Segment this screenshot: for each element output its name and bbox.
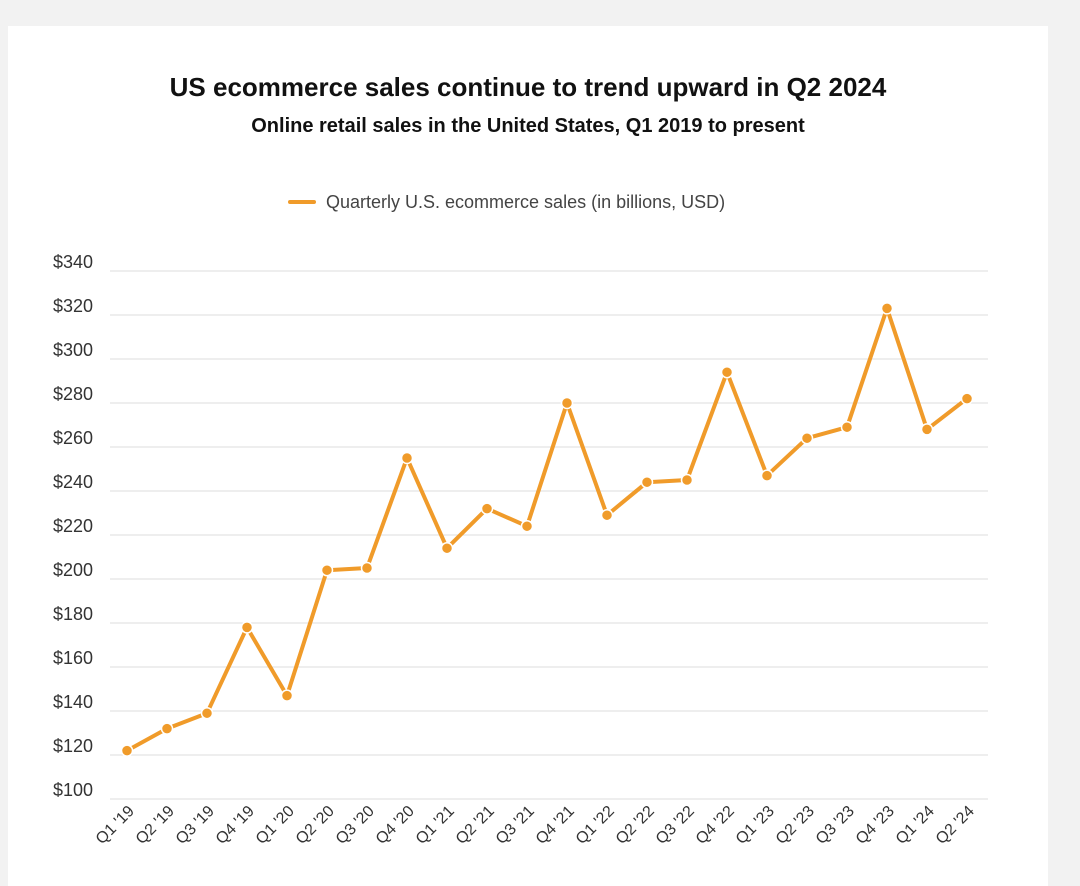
data-point [200, 706, 214, 720]
x-tick-label: Q4 '23 [853, 803, 898, 848]
y-tick-label: $180 [53, 604, 93, 624]
x-tick-label: Q1 '23 [733, 803, 778, 848]
x-tick-label: Q1 '22 [573, 803, 618, 848]
data-point [800, 431, 814, 445]
x-tick-label: Q2 '24 [933, 803, 978, 848]
data-point [640, 475, 654, 489]
series-points [120, 302, 974, 757]
x-tick-label: Q1 '21 [413, 803, 458, 848]
y-tick-label: $120 [53, 736, 93, 756]
x-tick-label: Q4 '21 [533, 803, 578, 848]
y-tick-label: $300 [53, 340, 93, 360]
y-tick-label: $140 [53, 692, 93, 712]
data-point [600, 508, 614, 522]
x-tick-label: Q2 '22 [613, 803, 658, 848]
data-point [120, 744, 134, 757]
x-tick-label: Q4 '19 [213, 803, 258, 848]
y-tick-label: $100 [53, 780, 93, 800]
y-tick-label: $280 [53, 384, 93, 404]
data-point [400, 451, 414, 465]
x-tick-label: Q1 '20 [253, 803, 298, 848]
x-tick-label: Q2 '19 [133, 803, 178, 848]
y-tick-label: $260 [53, 428, 93, 448]
y-tick-label: $200 [53, 560, 93, 580]
data-point [560, 396, 574, 410]
x-tick-label: Q2 '20 [293, 803, 338, 848]
x-tick-label: Q3 '23 [813, 803, 858, 848]
data-point [720, 365, 734, 379]
legend-line-swatch [288, 200, 316, 204]
chart-subtitle: Online retail sales in the United States… [251, 115, 805, 137]
y-axis-ticks: $100 $120 $140 $160 $180 $200 $220 $240 $260 $280… [53, 252, 93, 800]
x-tick-label: Q2 '21 [453, 803, 498, 848]
data-point [520, 519, 534, 533]
chart-title: US ecommerce sales continue to trend upw… [169, 72, 887, 102]
chart-card [8, 26, 1048, 886]
x-tick-label: Q4 '22 [693, 803, 738, 848]
x-tick-label: Q2 '23 [773, 803, 818, 848]
data-point [880, 302, 894, 315]
data-point [480, 502, 494, 515]
data-point [680, 473, 694, 487]
x-tick-label: Q1 '24 [893, 803, 938, 848]
data-point [160, 722, 174, 735]
x-tick-label: Q3 '20 [333, 803, 378, 848]
y-tick-label: $240 [53, 472, 93, 492]
data-point [920, 423, 934, 436]
x-tick-label: Q1 '19 [93, 803, 138, 848]
y-tick-label: $220 [53, 516, 93, 536]
data-point [360, 561, 374, 575]
legend-label: Quarterly U.S. ecommerce sales (in billi… [326, 191, 726, 212]
data-point [320, 563, 334, 577]
legend: Quarterly U.S. ecommerce sales (in billi… [288, 190, 725, 214]
data-point [440, 541, 454, 555]
y-tick-label: $340 [53, 252, 93, 272]
x-tick-label: Q3 '22 [653, 803, 698, 848]
x-tick-label: Q4 '20 [373, 803, 418, 848]
gridlines [110, 270, 988, 800]
y-tick-label: $160 [53, 648, 93, 668]
x-tick-label: Q3 '21 [493, 803, 538, 848]
data-point [280, 689, 294, 702]
data-point [760, 469, 774, 482]
data-point [960, 392, 974, 405]
x-tick-label: Q3 '19 [173, 803, 218, 848]
data-point [840, 420, 854, 434]
y-tick-label: $320 [53, 296, 93, 316]
series-line [125, 306, 969, 753]
data-point [240, 621, 254, 634]
